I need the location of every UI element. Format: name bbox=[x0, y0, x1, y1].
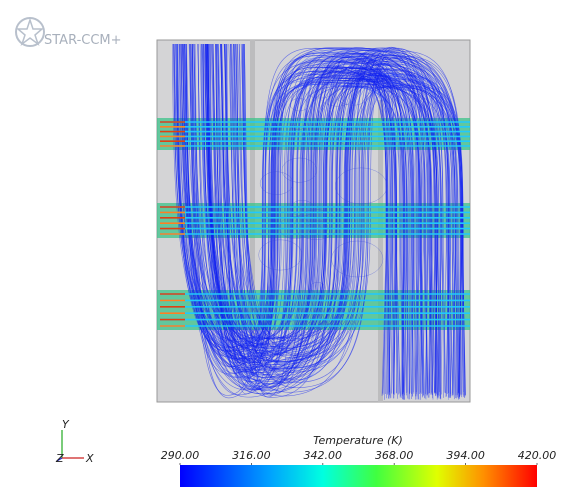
colorbar-tick-label: 290.00 bbox=[161, 449, 200, 462]
axis-y: Y bbox=[62, 418, 70, 431]
axis-x: X bbox=[85, 452, 94, 465]
colorbar-tick-label: 368.00 bbox=[375, 449, 414, 462]
axis-z: Z bbox=[55, 452, 64, 465]
colorbar-tick-label: 316.00 bbox=[232, 449, 271, 462]
colorbar: Temperature (K) 290.00 316.00 342.00 368.00… bbox=[161, 434, 557, 487]
logo-text: STAR-CCM+ bbox=[44, 33, 122, 48]
colorbar-tick-label: 394.00 bbox=[446, 449, 485, 462]
colorbar-scale bbox=[180, 465, 537, 487]
axis-triad: Y Z X bbox=[55, 418, 94, 465]
colorbar-title: Temperature (K) bbox=[313, 434, 403, 447]
colorbar-tick-label: 342.00 bbox=[304, 449, 343, 462]
viewer: STAR-CCM+ Y Z X Temperature (K) 290.00 31… bbox=[0, 0, 564, 492]
colorbar-tick-label: 420.00 bbox=[518, 449, 557, 462]
logo: STAR-CCM+ bbox=[16, 18, 122, 48]
